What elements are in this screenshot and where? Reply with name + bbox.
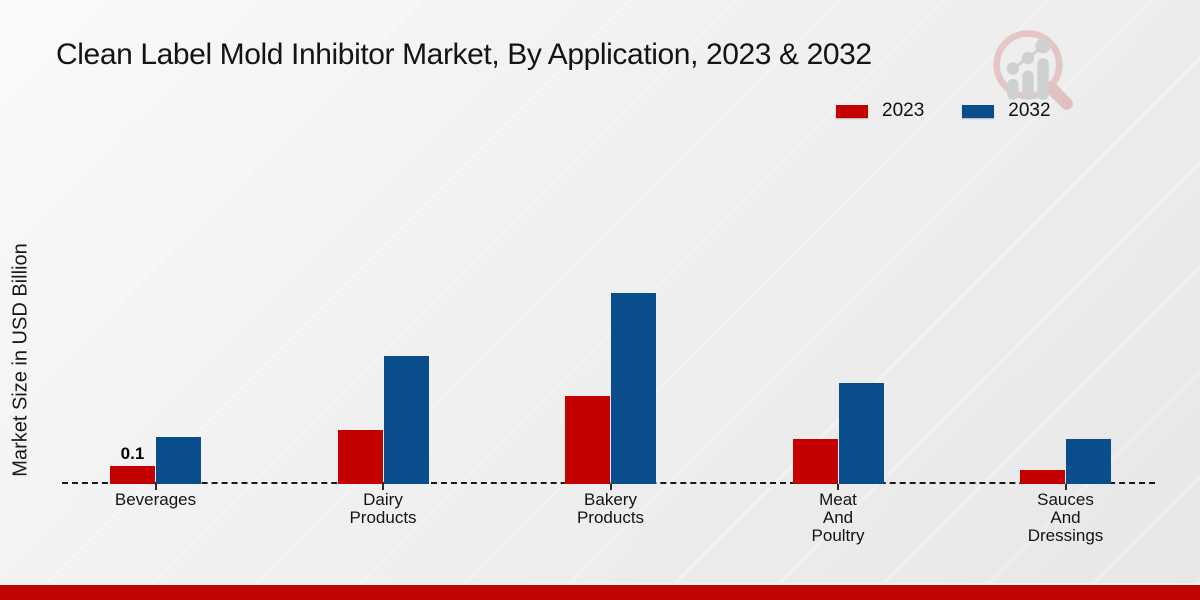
bar-2032-2 — [611, 293, 656, 484]
bar-2023-0 — [110, 466, 155, 484]
footer-stripe — [0, 585, 1200, 600]
category-label: Sauces And Dressings — [1027, 490, 1104, 545]
axis-tick — [382, 484, 384, 490]
legend-swatch-icon — [962, 104, 995, 118]
bar-2023-1 — [337, 430, 383, 484]
legend-label: 2023 — [882, 100, 925, 121]
category-label: Bakery Products — [576, 490, 645, 527]
bar-2032-4 — [1066, 439, 1111, 484]
bar-2023-4 — [1020, 470, 1065, 484]
bar-2023-3 — [792, 439, 838, 484]
legend-swatch-icon — [836, 104, 868, 118]
axis-tick — [154, 484, 157, 490]
bar-2032-0 — [156, 437, 201, 484]
legend-item-2032: 2032 — [962, 100, 1051, 122]
bar-2023-2 — [565, 396, 610, 484]
bar-2032-1 — [383, 356, 429, 484]
bar-2032-3 — [838, 383, 884, 484]
axis-tick — [1064, 484, 1067, 490]
axis-tick — [837, 484, 839, 490]
legend-label: 2032 — [1008, 100, 1051, 121]
legend-item-2023: 2023 — [836, 100, 924, 122]
category-label: Beverages — [114, 490, 197, 509]
category-label: Dairy Products — [349, 490, 417, 527]
axis-tick — [609, 484, 612, 490]
bar-value-label: 0.1 — [120, 444, 145, 463]
category-label: Meat And Poultry — [811, 490, 865, 545]
chart-title: Clean Label Mold Inhibitor Market, By Ap… — [56, 38, 872, 71]
magnifier-chart-logo-icon — [988, 26, 1083, 119]
legend: 2023 2032 — [836, 100, 1089, 122]
